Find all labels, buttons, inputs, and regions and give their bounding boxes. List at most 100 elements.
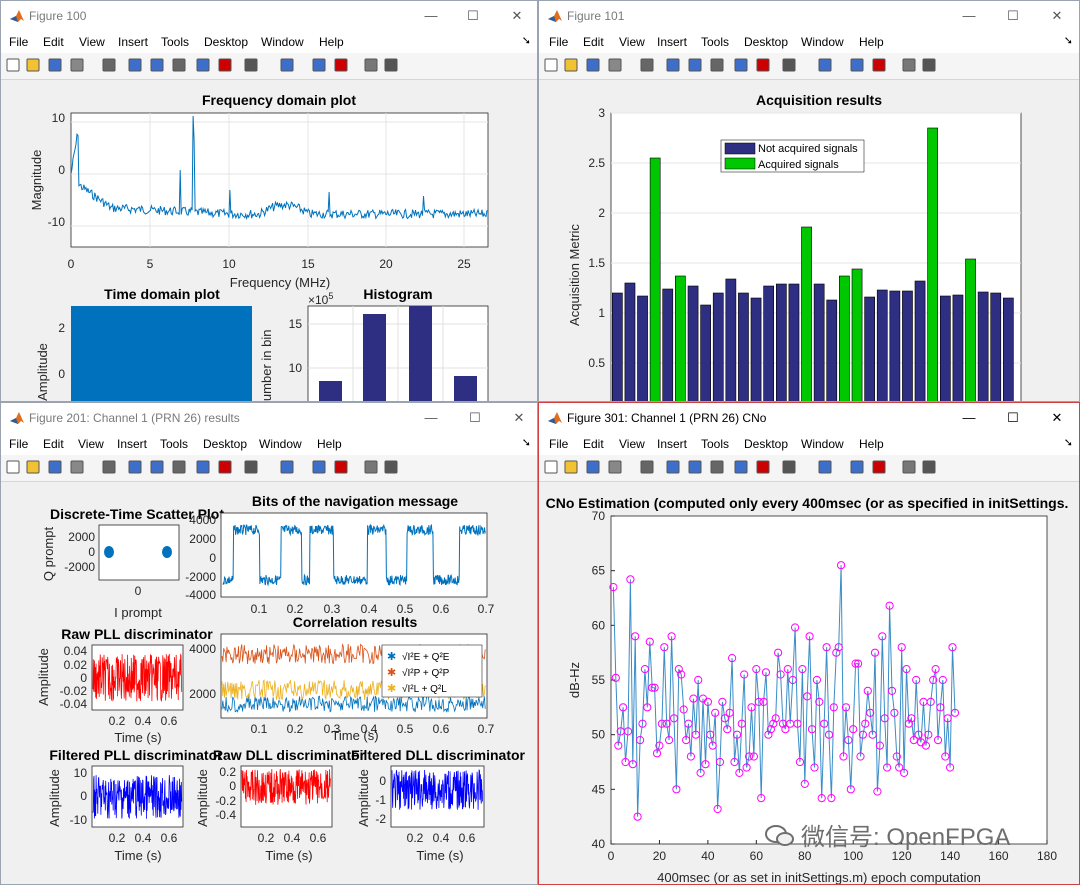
menu-view[interactable]: View xyxy=(78,437,104,451)
minimize-icon[interactable]: — xyxy=(962,8,976,23)
menu-desktop[interactable]: Desktop xyxy=(744,437,789,451)
maximize-icon[interactable]: ☐ xyxy=(469,410,481,425)
maximize-icon[interactable]: ☐ xyxy=(1007,410,1019,425)
title-bar[interactable]: Figure 101 — ☐ ✕ xyxy=(539,1,1079,31)
menu-help[interactable]: Help xyxy=(859,437,884,451)
print-icon[interactable] xyxy=(69,459,85,475)
menu-tools[interactable]: Tools xyxy=(161,35,190,49)
dock-arrow-icon[interactable]: ➘ xyxy=(1063,437,1073,449)
menu-edit[interactable]: Edit xyxy=(583,35,604,49)
menu-edit[interactable]: Edit xyxy=(583,437,604,451)
menu-tools[interactable]: Tools xyxy=(701,437,730,451)
title-bar[interactable]: Figure 301: Channel 1 (PRN 26) CNo — ☐ ✕ xyxy=(539,403,1079,433)
link-icon[interactable] xyxy=(817,459,833,475)
data-cursor-icon[interactable] xyxy=(755,459,771,475)
pan-icon[interactable] xyxy=(171,57,187,73)
new-figure-icon[interactable] xyxy=(5,459,21,475)
link-icon[interactable] xyxy=(279,57,295,73)
colorbar-icon[interactable] xyxy=(311,459,327,475)
zoom-in-icon[interactable] xyxy=(127,459,143,475)
rotate-icon[interactable] xyxy=(195,459,211,475)
minimize-icon[interactable]: — xyxy=(962,410,976,425)
pan-icon[interactable] xyxy=(709,57,725,73)
menu-tools[interactable]: Tools xyxy=(160,437,189,451)
rotate-icon[interactable] xyxy=(195,57,211,73)
figure-301-window[interactable]: Figure 301: Channel 1 (PRN 26) CNo — ☐ ✕… xyxy=(538,402,1080,885)
pointer-icon[interactable] xyxy=(639,459,655,475)
rotate-icon[interactable] xyxy=(733,459,749,475)
minimize-icon[interactable]: — xyxy=(424,8,438,23)
menu-tools[interactable]: Tools xyxy=(701,35,730,49)
menu-file[interactable]: File xyxy=(9,35,29,49)
brush-icon[interactable] xyxy=(243,459,259,475)
dock-arrow-icon[interactable]: ➘ xyxy=(1063,35,1073,47)
dock-arrow-icon[interactable]: ➘ xyxy=(521,437,531,449)
zoom-in-icon[interactable] xyxy=(127,57,143,73)
colorbar-icon[interactable] xyxy=(849,459,865,475)
title-bar[interactable]: Figure 100 — ☐ ✕ xyxy=(1,1,537,31)
maximize-icon[interactable]: ☐ xyxy=(467,8,479,23)
brush-icon[interactable] xyxy=(781,459,797,475)
menu-help[interactable]: Help xyxy=(319,35,344,49)
colorbar-icon[interactable] xyxy=(311,57,327,73)
title-bar[interactable]: Figure 201: Channel 1 (PRN 26) results —… xyxy=(1,403,537,433)
show-plot-tools-icon[interactable] xyxy=(921,459,937,475)
show-plot-tools-icon[interactable] xyxy=(383,57,399,73)
hide-plot-tools-icon[interactable] xyxy=(901,459,917,475)
zoom-out-icon[interactable] xyxy=(687,459,703,475)
menu-view[interactable]: View xyxy=(619,35,645,49)
new-figure-icon[interactable] xyxy=(543,459,559,475)
data-cursor-icon[interactable] xyxy=(755,57,771,73)
brush-icon[interactable] xyxy=(243,57,259,73)
save-icon[interactable] xyxy=(585,57,601,73)
pointer-icon[interactable] xyxy=(101,57,117,73)
show-plot-tools-icon[interactable] xyxy=(921,57,937,73)
legend-icon[interactable] xyxy=(871,459,887,475)
menu-help[interactable]: Help xyxy=(859,35,884,49)
menu-view[interactable]: View xyxy=(79,35,105,49)
zoom-out-icon[interactable] xyxy=(687,57,703,73)
menu-edit[interactable]: Edit xyxy=(43,35,64,49)
rotate-icon[interactable] xyxy=(733,57,749,73)
print-icon[interactable] xyxy=(607,459,623,475)
pointer-icon[interactable] xyxy=(639,57,655,73)
hide-plot-tools-icon[interactable] xyxy=(363,459,379,475)
link-icon[interactable] xyxy=(279,459,295,475)
legend-icon[interactable] xyxy=(333,459,349,475)
hide-plot-tools-icon[interactable] xyxy=(363,57,379,73)
print-icon[interactable] xyxy=(607,57,623,73)
open-file-icon[interactable] xyxy=(563,57,579,73)
dock-arrow-icon[interactable]: ➘ xyxy=(521,35,531,47)
close-icon[interactable]: ✕ xyxy=(513,410,525,425)
zoom-out-icon[interactable] xyxy=(149,459,165,475)
open-file-icon[interactable] xyxy=(25,459,41,475)
pan-icon[interactable] xyxy=(709,459,725,475)
hide-plot-tools-icon[interactable] xyxy=(901,57,917,73)
menu-window[interactable]: Window xyxy=(261,35,304,49)
menu-desktop[interactable]: Desktop xyxy=(203,437,248,451)
close-icon[interactable]: ✕ xyxy=(1051,8,1063,23)
print-icon[interactable] xyxy=(69,57,85,73)
menu-file[interactable]: File xyxy=(549,35,569,49)
figure-201-window[interactable]: Figure 201: Channel 1 (PRN 26) results —… xyxy=(0,402,538,885)
figure-100-window[interactable]: Figure 100 — ☐ ✕ File Edit View Insert T… xyxy=(0,0,538,402)
menu-insert[interactable]: Insert xyxy=(117,437,148,451)
data-cursor-icon[interactable] xyxy=(217,459,233,475)
menu-window[interactable]: Window xyxy=(259,437,302,451)
save-icon[interactable] xyxy=(47,57,63,73)
menu-insert[interactable]: Insert xyxy=(657,35,688,49)
menu-desktop[interactable]: Desktop xyxy=(204,35,249,49)
legend-icon[interactable] xyxy=(871,57,887,73)
menu-file[interactable]: File xyxy=(9,437,29,451)
legend-icon[interactable] xyxy=(333,57,349,73)
new-figure-icon[interactable] xyxy=(5,57,21,73)
save-icon[interactable] xyxy=(47,459,63,475)
close-icon[interactable]: ✕ xyxy=(1051,410,1063,425)
figure-101-window[interactable]: Figure 101 — ☐ ✕ File Edit View Insert T… xyxy=(538,0,1080,402)
menu-window[interactable]: Window xyxy=(801,35,844,49)
zoom-out-icon[interactable] xyxy=(149,57,165,73)
show-plot-tools-icon[interactable] xyxy=(383,459,399,475)
link-icon[interactable] xyxy=(817,57,833,73)
menu-insert[interactable]: Insert xyxy=(657,437,688,451)
close-icon[interactable]: ✕ xyxy=(511,8,523,23)
